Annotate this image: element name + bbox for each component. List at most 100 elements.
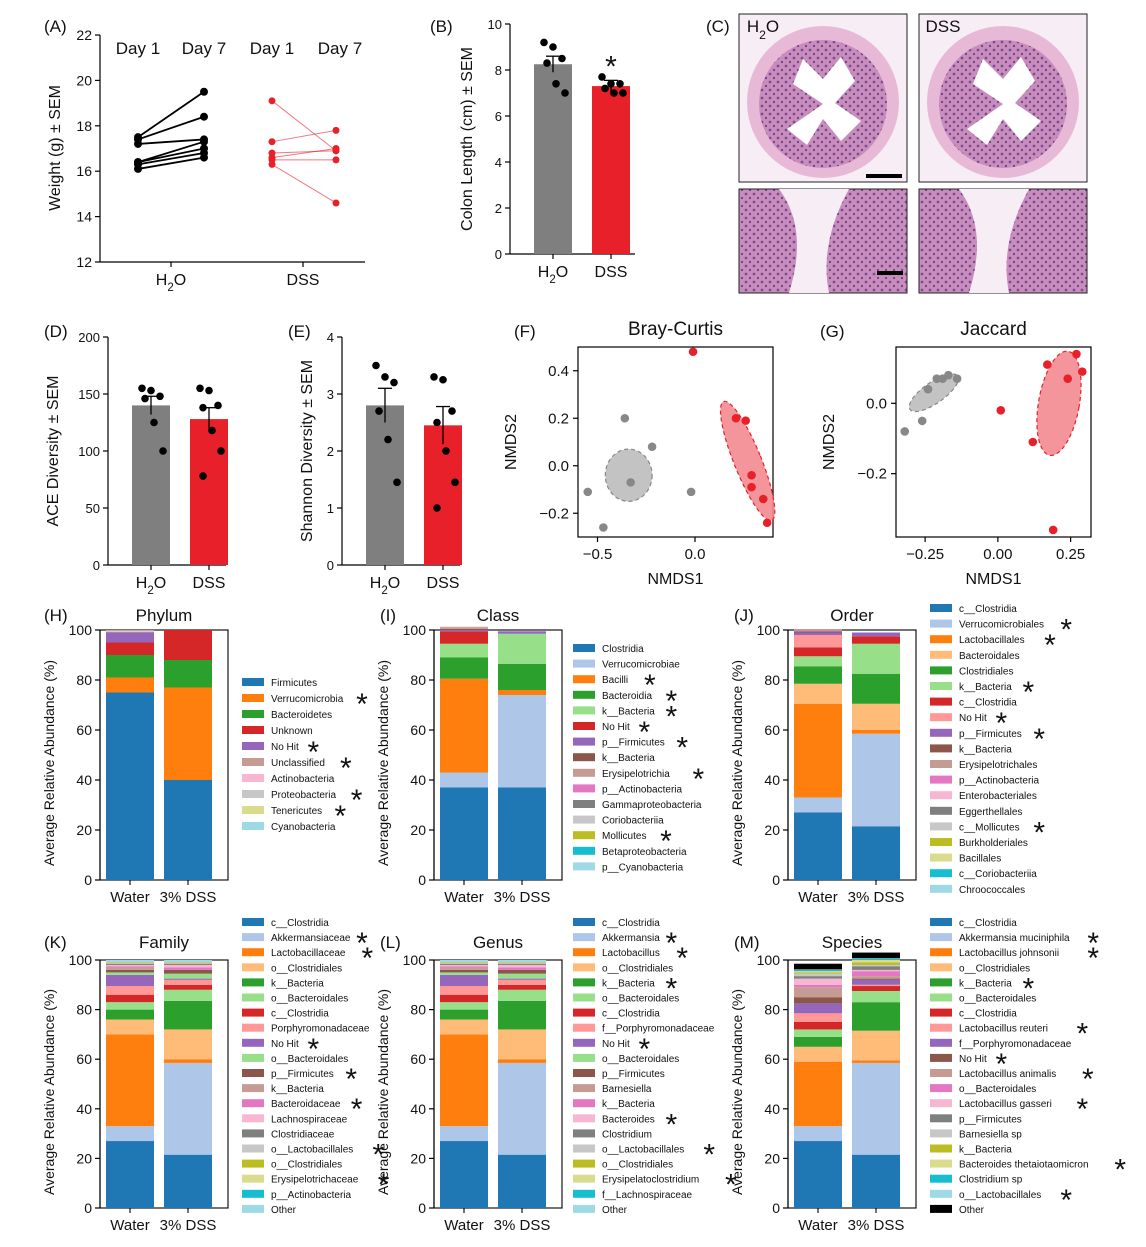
stack-segment <box>498 979 546 985</box>
data-point <box>741 416 750 425</box>
legend-star: * <box>1033 816 1045 849</box>
data-point <box>433 418 441 427</box>
panel-a: (A) 12 14 16 18 20 22 Weight (g) ± SEM Day 1 Day … <box>44 17 365 294</box>
x-tick-label: H2O <box>156 272 186 294</box>
y-axis-tick-label: 40 <box>410 1101 426 1117</box>
stack-segment <box>440 967 488 970</box>
legend-swatch <box>930 838 952 846</box>
stack-segment <box>794 812 842 880</box>
data-point <box>540 38 548 47</box>
data-point <box>332 145 340 152</box>
stack-segment <box>106 1002 154 1010</box>
x-tick-label: −0.5 <box>583 546 613 563</box>
chart-title: Family <box>139 933 190 952</box>
legend-label: Other <box>602 1205 628 1216</box>
stack-segment <box>498 1029 546 1060</box>
legend-label: p__Firmicutes <box>602 1069 665 1080</box>
stack-segment <box>794 971 842 973</box>
stack-segment <box>498 1000 546 1030</box>
legend-swatch <box>930 1084 952 1093</box>
stack-segment <box>794 973 842 977</box>
y-axis-tick-label: 0 <box>93 558 100 573</box>
legend-label: Verrucomicrobia <box>271 694 344 705</box>
data-point <box>543 59 551 67</box>
panel-c: (C) H2O DSS <box>706 13 1088 294</box>
legend-label: Other <box>271 1205 297 1216</box>
stack-segment <box>440 972 488 975</box>
data-point <box>200 112 208 121</box>
legend-label: Lachnospiraceae <box>271 1114 348 1125</box>
histology-label: DSS <box>926 17 961 36</box>
legend-label: No Hit <box>602 1039 630 1050</box>
legend-label: k__Bacteria <box>271 978 324 989</box>
legend-label: o__Clostridiales <box>602 963 673 974</box>
data-point <box>200 87 208 96</box>
stack-segment <box>794 987 842 998</box>
legend-swatch <box>573 768 595 777</box>
y-axis-tick-label: 200 <box>78 330 100 345</box>
legend-label: p__Cyanobacteria <box>602 862 684 873</box>
stack-segment <box>440 628 488 630</box>
legend-star: * <box>362 942 374 975</box>
legend-swatch <box>930 760 952 768</box>
legend-label: Bacteroides <box>602 1114 655 1125</box>
legend-swatch <box>573 1144 595 1153</box>
legend-star: * <box>666 700 678 733</box>
data-point <box>686 487 696 497</box>
scale-bar <box>877 271 903 275</box>
legend-star: * <box>1077 1093 1089 1126</box>
group-ellipse <box>604 448 653 502</box>
stack-segment <box>794 635 842 648</box>
stack-segment <box>440 657 488 679</box>
legend-label: Bacteroides thetaiotaomicron <box>959 1160 1089 1171</box>
stack-segment <box>794 666 842 684</box>
data-point <box>332 156 340 164</box>
chart-title: Class <box>477 606 520 625</box>
legend-swatch <box>573 1204 595 1213</box>
pair-line <box>137 140 205 163</box>
stack-segment <box>794 630 842 632</box>
legend-label: p__Actinobacteria <box>959 776 1039 787</box>
stack-segment <box>164 1154 212 1208</box>
data-point <box>381 373 389 381</box>
legend-swatch <box>242 822 264 830</box>
legend-star: * <box>335 800 347 833</box>
panel-label: (D) <box>44 322 68 341</box>
stack-segment <box>498 690 546 695</box>
pair-line <box>137 152 205 166</box>
data-point <box>156 392 164 401</box>
data-point <box>599 523 608 532</box>
legend-label: Erysipelotrichia <box>602 769 670 780</box>
stack-segment <box>852 958 900 960</box>
legend-star: * <box>693 763 705 796</box>
stack-segment <box>440 772 488 788</box>
legend-swatch <box>242 1084 264 1093</box>
stack-segment <box>794 703 842 798</box>
stack-segment <box>794 1022 842 1030</box>
stack-segment <box>852 978 900 980</box>
stack-segment <box>106 964 154 967</box>
y-axis-tick-label: 80 <box>410 672 426 688</box>
legend-swatch <box>930 1159 952 1168</box>
data-point <box>900 427 910 436</box>
stack-segment <box>164 978 212 980</box>
legend-star: * <box>1114 1154 1126 1187</box>
y-axis-title: Average Relative Abundance (%) <box>375 989 391 1195</box>
legend-swatch <box>930 884 952 893</box>
legend-label: k__Bacteria <box>959 682 1012 693</box>
legend-swatch <box>573 978 595 987</box>
x-tick-label: 0.00 <box>983 546 1012 563</box>
legend-label: o__Lactobacillales <box>602 1145 684 1156</box>
legend-swatch <box>930 650 952 659</box>
y-axis-tick-label: 100 <box>403 952 427 968</box>
y-axis-tick-label: 20 <box>410 1150 426 1166</box>
colon-lumen <box>787 57 861 145</box>
bar <box>592 86 630 254</box>
panel-j: (J) Order 0 20 40 60 80 100 Average Relative Abu… <box>729 604 1072 906</box>
colon-lumen <box>967 57 1041 145</box>
x-tick-label: H2O <box>370 575 400 597</box>
legend-label: No Hit <box>271 742 299 753</box>
x-tick-label: Water <box>798 889 837 906</box>
y-axis-tick-label: 100 <box>403 622 427 638</box>
y-axis-tick-label: 4 <box>495 155 502 170</box>
